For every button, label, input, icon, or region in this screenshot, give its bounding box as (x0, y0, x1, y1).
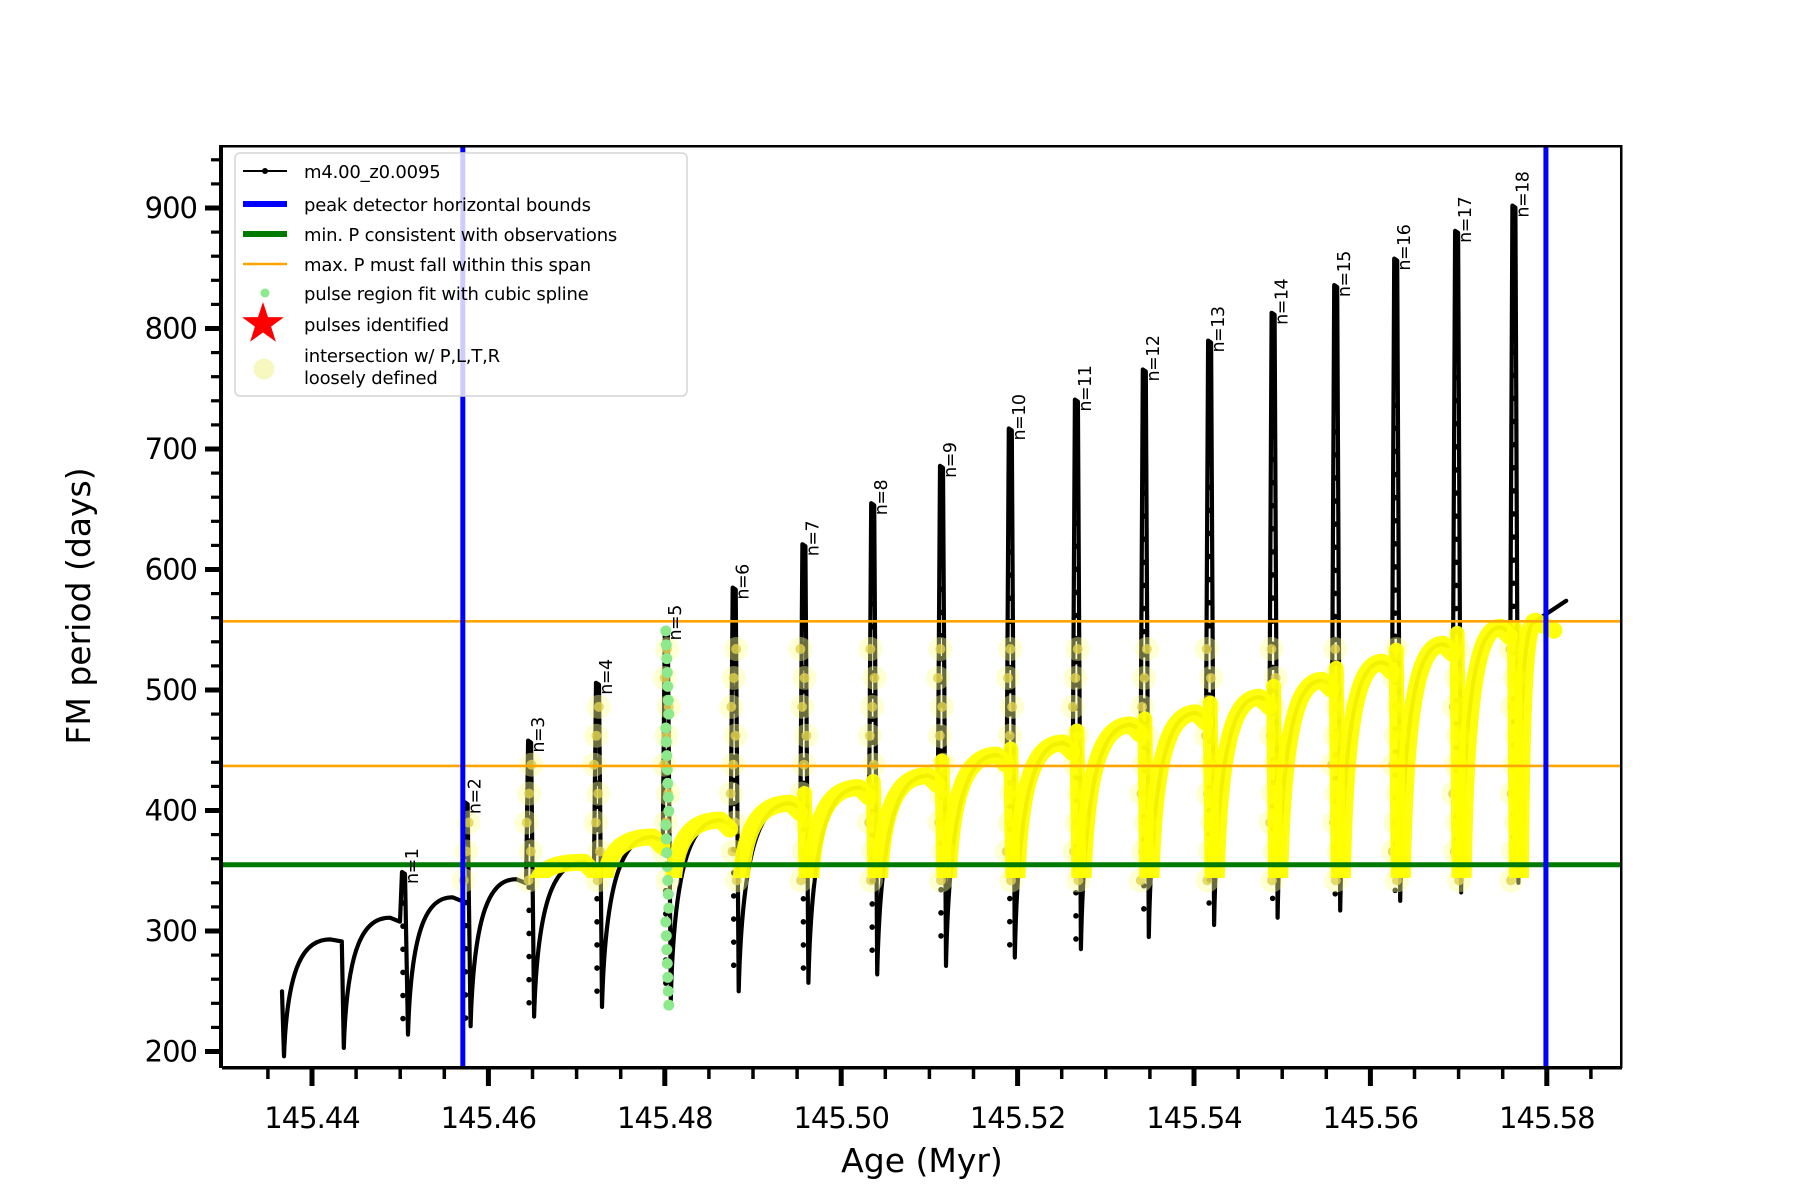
pulse-label-6: n=6 (734, 564, 754, 600)
svg-text:400: 400 (145, 794, 197, 828)
legend-label-intersection-1: intersection w/ P,L,T,R (304, 346, 500, 367)
pulse-label-15: n=15 (1335, 251, 1355, 297)
pulse-label-13: n=13 (1209, 307, 1229, 353)
legend-entry-pulses: pulses identified (242, 302, 449, 342)
pulse-label-18: n=18 (1513, 172, 1533, 218)
bottom-spine (222, 1066, 1622, 1070)
pulse-label-3: n=3 (529, 717, 549, 752)
lightgreen-dot-swatch (260, 288, 270, 298)
y-axis-label: FM period (days) (59, 467, 98, 744)
legend: m4.00_z0.0095 peak detector horizontal b… (234, 152, 688, 397)
svg-text:900: 900 (145, 191, 197, 225)
legend-label-spline-fit: pulse region fit with cubic spline (304, 284, 589, 305)
y-axis-ticks (205, 158, 221, 1054)
legend-entry-series: m4.00_z0.0095 (243, 162, 441, 183)
pulse-label-9: n=9 (941, 442, 961, 477)
legend-entry-max-P-span: max. P must fall within this span (243, 255, 591, 276)
pale-yellow-dot-swatch (253, 358, 275, 380)
legend-entry-peak-bounds: peak detector horizontal bounds (243, 195, 591, 216)
legend-entry-spline-fit: pulse region fit with cubic spline (260, 284, 589, 305)
svg-text:145.50: 145.50 (793, 1101, 888, 1135)
pulse-label-10: n=10 (1010, 394, 1030, 440)
pulse-label-8: n=8 (872, 480, 892, 515)
pulse-label-17: n=17 (1456, 197, 1476, 243)
svg-text:145.44: 145.44 (264, 1101, 359, 1135)
legend-label-series: m4.00_z0.0095 (304, 162, 440, 183)
pulse-label-12: n=12 (1144, 335, 1164, 381)
pulse-label-7: n=7 (803, 521, 823, 556)
pulse-label-16: n=16 (1395, 224, 1415, 270)
svg-text:800: 800 (145, 312, 197, 346)
legend-entry-min-P: min. P consistent with observations (243, 225, 617, 246)
y-axis-tick-labels: 200 300 400 500 600 700 800 900 (145, 191, 198, 1069)
legend-label-max-P-span: max. P must fall within this span (304, 255, 591, 276)
intersection-dense-band (529, 612, 1563, 878)
series-dot-swatch (262, 168, 268, 174)
legend-entry-intersection: intersection w/ P,L,T,R loosely defined (253, 346, 500, 389)
red-star-swatch (242, 302, 284, 342)
svg-text:200: 200 (145, 1035, 197, 1069)
legend-label-pulses: pulses identified (304, 315, 449, 336)
svg-text:700: 700 (145, 432, 197, 466)
left-spine (219, 145, 223, 1068)
pulse-label-4: n=4 (597, 659, 617, 695)
svg-text:300: 300 (145, 914, 197, 948)
legend-label-peak-bounds: peak detector horizontal bounds (304, 195, 591, 216)
axes-spines (219, 145, 1623, 1070)
pulse-label-11: n=11 (1076, 366, 1096, 412)
x-axis-tick-labels: 145.44 145.46 145.48 145.50 145.52 145.54 145.… (264, 1101, 1595, 1135)
svg-text:145.52: 145.52 (970, 1101, 1065, 1135)
svg-text:600: 600 (145, 553, 197, 587)
legend-label-intersection-2: loosely defined (304, 368, 438, 389)
x-axis-label: Age (Myr) (841, 1141, 1003, 1180)
x-axis-ticks (266, 1068, 1593, 1086)
top-spine (222, 145, 1622, 148)
pulse-label-14: n=14 (1273, 278, 1293, 324)
pulse-label-5: n=5 (666, 605, 686, 640)
pulse-label-2: n=2 (466, 779, 486, 814)
legend-box (234, 152, 688, 397)
svg-text:145.46: 145.46 (441, 1101, 536, 1135)
pulse-label-1: n=1 (403, 849, 423, 884)
svg-text:145.54: 145.54 (1146, 1101, 1241, 1135)
svg-text:500: 500 (145, 673, 197, 707)
pulse-number-labels: n=1 n=2 n=3 n=4 n=5 n=6 n=7 n=8 n=9 n=10 n=11 n=12 n… (403, 172, 1533, 884)
right-spine (1620, 145, 1623, 1068)
legend-label-min-P: min. P consistent with observations (304, 225, 617, 246)
svg-text:145.48: 145.48 (617, 1101, 712, 1135)
svg-text:145.58: 145.58 (1499, 1101, 1594, 1135)
svg-text:145.56: 145.56 (1323, 1101, 1418, 1135)
